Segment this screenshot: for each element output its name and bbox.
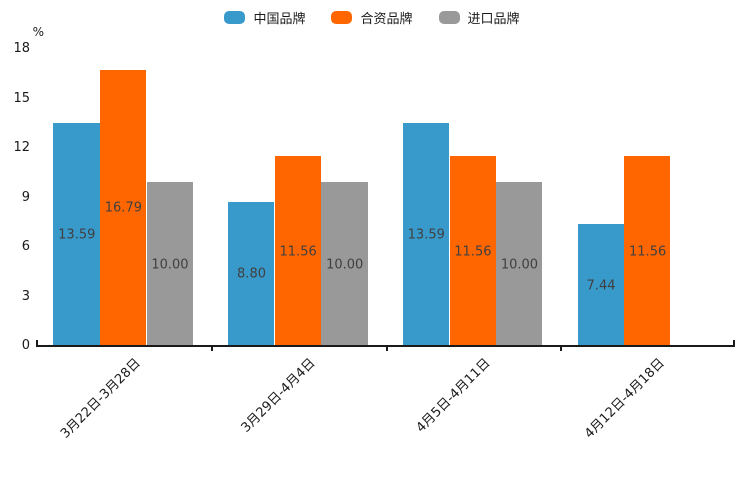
bar-china-brand-1	[53, 122, 100, 345]
legend-item-joint-venture-brand: 合资品牌	[331, 8, 413, 27]
bar-import-brand-2	[321, 182, 368, 345]
bar-joint-venture-brand-2	[274, 156, 321, 345]
x-axis-tick	[733, 340, 735, 347]
bar-value-label-china-brand-3: 13.59	[407, 227, 445, 243]
legend-swatch-china-brand-icon	[224, 11, 246, 24]
bar-value-label-china-brand-4: 7.44	[586, 278, 616, 294]
y-tick-label-3: 3	[21, 288, 30, 304]
bar-joint-venture-brand-1	[100, 69, 147, 345]
bar-joint-venture-brand-4	[624, 156, 671, 345]
bar-value-label-import-brand-3: 10.00	[500, 257, 539, 272]
legend-swatch-import-brand-icon	[438, 11, 460, 24]
y-tick-label-6: 6	[21, 239, 30, 254]
x-axis-label-1: 3月22日-3月28日	[58, 355, 144, 442]
x-axis-line	[36, 345, 735, 347]
bar-china-brand-4	[577, 224, 624, 345]
bar-china-brand-3	[402, 122, 450, 345]
y-tick-label-15: 15	[13, 90, 30, 106]
legend-label-china-brand: 中国品牌	[253, 12, 306, 27]
y-tick-label-12: 12	[13, 140, 30, 155]
x-axis-label-3: 4月5日-4月11日	[413, 355, 494, 436]
bar-import-brand-1	[146, 182, 193, 345]
y-tick-label-9: 9	[21, 189, 30, 205]
chart-legend: 中国品牌 合资品牌 进口品牌	[0, 8, 744, 27]
x-axis-tick	[36, 340, 38, 347]
y-axis-unit-label: %	[32, 25, 44, 39]
bar-joint-venture-brand-3	[449, 156, 496, 345]
legend-item-china-brand: 中国品牌	[224, 8, 305, 27]
x-axis-label-2: 3月29日-4月4日	[238, 355, 319, 436]
y-tick-label-0: 0	[21, 338, 30, 353]
bar-value-label-joint-venture-brand-2: 11.56	[279, 244, 317, 260]
legend-label-import-brand: 进口品牌	[467, 12, 520, 27]
bar-value-label-joint-venture-brand-1: 16.79	[104, 200, 142, 216]
bar-value-label-china-brand-2: 8.80	[237, 266, 266, 282]
x-axis-tick	[211, 347, 213, 351]
x-axis-tick	[386, 347, 388, 351]
bar-china-brand-2	[228, 201, 275, 345]
bar-value-label-joint-venture-brand-4: 11.56	[629, 244, 667, 260]
legend-swatch-joint-venture-brand-icon	[331, 11, 353, 24]
legend-item-import-brand: 进口品牌	[438, 8, 520, 27]
legend-label-joint-venture-brand: 合资品牌	[360, 12, 413, 27]
bar-import-brand-3	[496, 182, 543, 345]
bar-value-label-china-brand-1: 13.59	[58, 227, 96, 243]
bar-value-label-import-brand-2: 10.00	[326, 257, 364, 272]
x-axis-label-4: 4月12日-4月18日	[582, 355, 669, 442]
bar-value-label-import-brand-1: 10.00	[151, 257, 189, 272]
y-tick-label-18: 18	[13, 41, 30, 56]
bar-value-label-joint-venture-brand-3: 11.56	[454, 244, 492, 260]
x-axis-tick	[560, 347, 562, 351]
plot-area: 13.59 8.80 13.59 7.44 16.79 11.56 11.56 11.56 10…	[36, 50, 735, 442]
